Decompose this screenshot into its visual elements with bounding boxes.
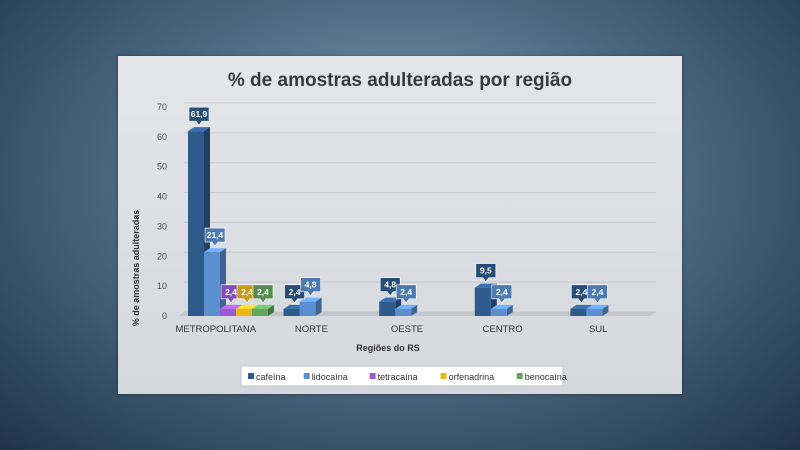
bar xyxy=(204,252,220,316)
legend-swatch xyxy=(303,373,310,379)
y-axis-ticks: 0 10 20 30 40 50 60 70 xyxy=(157,102,167,321)
data-label-callout xyxy=(252,284,274,304)
bar xyxy=(283,308,300,316)
legend-items: cafeína lidocaína tetracaína orfenadrina ben… xyxy=(248,372,567,382)
data-label-callout xyxy=(491,284,513,304)
bar xyxy=(188,131,204,316)
bar xyxy=(395,308,412,316)
y-tick-label: 30 xyxy=(157,221,167,231)
bar-top xyxy=(586,304,609,309)
data-label-text: 4,8 xyxy=(384,280,396,290)
legend-label: cafeína xyxy=(256,372,286,382)
data-label: 2,4 xyxy=(587,284,608,304)
bar-side xyxy=(411,304,418,316)
chart-title: % de amostras adulteradas por região xyxy=(228,70,572,91)
bar-side xyxy=(315,297,322,316)
bar-top xyxy=(236,304,258,309)
bar-top xyxy=(474,283,497,288)
bar xyxy=(252,308,268,316)
x-category-label: CENTRO xyxy=(483,324,523,335)
bar xyxy=(570,308,587,316)
x-axis-categories: METROPOLITANA NORTE OESTE CENTRO SUL xyxy=(176,324,608,335)
data-label: 61,9 xyxy=(188,106,210,126)
data-label: 2,4 xyxy=(252,284,274,304)
y-tick-label: 10 xyxy=(157,281,167,291)
data-label-callout xyxy=(395,284,417,304)
x-category-label: SUL xyxy=(589,324,607,335)
data-label-callout xyxy=(475,263,497,283)
data-label-text: 2,4 xyxy=(496,287,508,297)
bar xyxy=(474,287,491,316)
legend-label: lidocaína xyxy=(312,372,348,382)
bar-top xyxy=(252,304,274,309)
legend-label: benocaína xyxy=(525,372,567,382)
data-label-callout xyxy=(188,106,210,126)
data-label-text: 2,4 xyxy=(289,287,301,297)
y-tick-label: 40 xyxy=(157,192,167,202)
data-label: 4,8 xyxy=(300,277,321,297)
data-label-text: 4,8 xyxy=(305,280,317,290)
data-label-text: 2,4 xyxy=(225,287,237,297)
data-label-text: 2,4 xyxy=(257,287,269,297)
bar xyxy=(220,308,236,316)
bar-top xyxy=(188,127,210,132)
bar xyxy=(236,308,252,316)
bar-top xyxy=(299,297,322,302)
data-label: 2,4 xyxy=(395,284,417,304)
y-tick-label: 70 xyxy=(157,102,167,112)
bar-top xyxy=(220,304,242,309)
data-label-text: 9,5 xyxy=(480,266,492,276)
legend-swatch xyxy=(369,373,376,379)
bar-top xyxy=(395,304,418,309)
y-axis-title: % de amostras adulteradas xyxy=(131,210,141,327)
data-label: 2,4 xyxy=(491,284,513,304)
chart-panel: % de amostras adulteradas por região 0 10… xyxy=(118,56,682,394)
x-category-label: NORTE xyxy=(295,324,328,335)
data-label-callout xyxy=(204,227,226,247)
data-label-text: 21,4 xyxy=(207,230,224,240)
bar-top xyxy=(379,297,402,302)
bar xyxy=(299,301,316,316)
x-axis-title: Regiões do RS xyxy=(356,343,420,353)
bar xyxy=(379,301,396,316)
bar-side xyxy=(602,304,609,316)
data-label-text: 2,4 xyxy=(591,287,603,297)
bar-top xyxy=(204,248,226,253)
bar-side xyxy=(506,304,513,316)
bar xyxy=(586,308,603,316)
gridlines xyxy=(178,102,656,316)
legend-swatch xyxy=(516,373,523,379)
legend-swatch xyxy=(248,373,254,379)
bars xyxy=(188,127,609,316)
data-label-callout xyxy=(379,277,401,297)
y-tick-label: 60 xyxy=(157,132,167,142)
data-labels: 61,9 21,4 2,4 2,4 2,4 2,4 4,8 4,8 2,4 9,5 2,4 2,4 2,… xyxy=(188,106,608,304)
x-category-label: METROPOLITANA xyxy=(176,324,257,335)
legend-label: tetracaína xyxy=(378,372,418,382)
data-label-callout xyxy=(300,277,321,297)
data-label-text: 2,4 xyxy=(241,287,253,297)
x-category-label: OESTE xyxy=(391,324,423,335)
bar-chart: % de amostras adulteradas por região 0 10… xyxy=(131,70,656,387)
data-label-text: 2,4 xyxy=(575,287,587,297)
legend-label: orfenadrina xyxy=(449,372,495,382)
bar xyxy=(490,308,507,316)
data-label: 21,4 xyxy=(204,227,226,247)
data-label-text: 61,9 xyxy=(191,109,208,119)
data-label-text: 2,4 xyxy=(400,287,412,297)
legend-swatch xyxy=(440,373,447,379)
bar-top xyxy=(570,304,593,309)
data-label: 4,8 xyxy=(379,277,401,297)
legend xyxy=(240,365,564,387)
bar-side xyxy=(268,304,274,316)
y-tick-label: 50 xyxy=(157,162,167,172)
data-label-callout xyxy=(587,284,608,304)
y-tick-label: 0 xyxy=(162,311,167,321)
data-label: 9,5 xyxy=(475,263,497,283)
y-tick-label: 20 xyxy=(157,251,167,261)
bar-top xyxy=(490,304,513,309)
